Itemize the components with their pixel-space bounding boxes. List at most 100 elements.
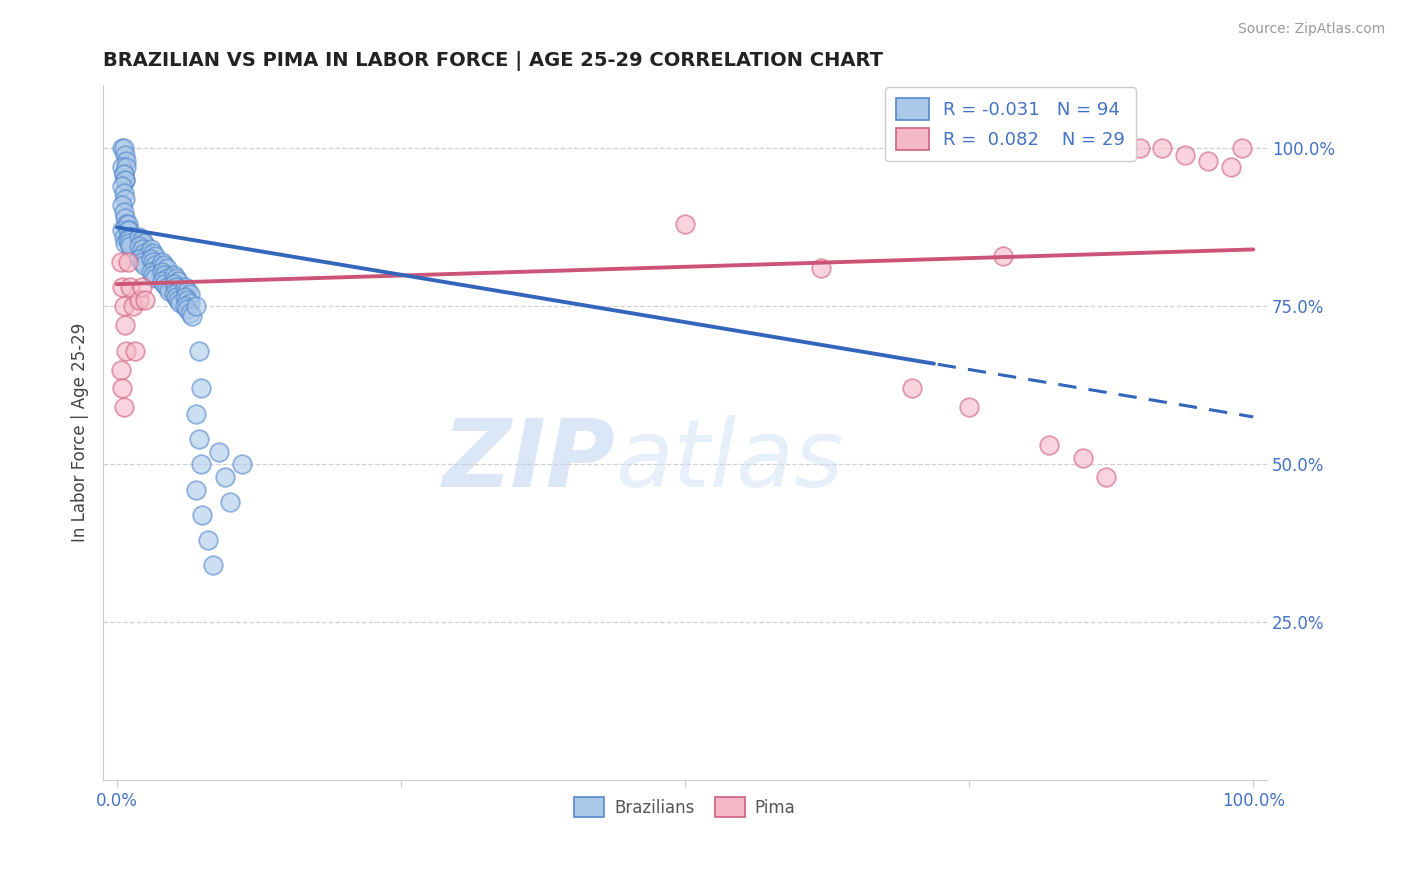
Point (202, 558, 225, 573)
Point (156, 271, 179, 285)
Point (117, 217, 139, 231)
Point (1129, 141, 1152, 155)
Point (118, 236, 141, 251)
Point (142, 268, 165, 282)
Point (112, 299, 135, 313)
Point (114, 173, 136, 187)
Point (111, 223, 134, 237)
Point (187, 432, 209, 446)
Point (1094, 470, 1116, 484)
Point (153, 277, 176, 292)
Point (186, 407, 208, 421)
Point (124, 343, 146, 358)
Point (145, 271, 167, 285)
Point (957, 401, 980, 415)
Point (1174, 147, 1197, 161)
Point (176, 284, 198, 298)
Point (179, 286, 201, 301)
Point (114, 192, 136, 206)
Point (1071, 450, 1094, 465)
Point (197, 533, 219, 548)
Point (180, 309, 202, 323)
Point (117, 233, 139, 247)
Point (112, 167, 135, 181)
Point (901, 382, 924, 396)
Point (111, 179, 134, 194)
Point (115, 217, 138, 231)
Point (132, 236, 155, 251)
Point (110, 255, 132, 269)
Point (214, 470, 236, 484)
Point (114, 173, 136, 187)
Point (162, 286, 184, 301)
Point (176, 302, 198, 317)
Point (174, 290, 197, 304)
Point (121, 299, 143, 313)
Point (176, 293, 198, 307)
Point (111, 382, 134, 396)
Point (131, 280, 153, 294)
Point (179, 305, 201, 319)
Point (174, 299, 197, 313)
Point (112, 141, 135, 155)
Point (162, 268, 184, 282)
Text: BRAZILIAN VS PIMA IN LABOR FORCE | AGE 25-29 CORRELATION CHART: BRAZILIAN VS PIMA IN LABOR FORCE | AGE 2… (103, 51, 883, 70)
Point (231, 458, 253, 472)
Point (132, 258, 155, 272)
Point (111, 280, 134, 294)
Point (111, 161, 134, 175)
Point (1038, 438, 1060, 452)
Point (145, 258, 167, 272)
Point (219, 495, 242, 509)
Point (208, 444, 231, 458)
Point (114, 147, 136, 161)
Point (191, 508, 214, 522)
Point (146, 261, 169, 276)
Point (111, 141, 134, 155)
Point (186, 299, 208, 313)
Point (114, 318, 136, 333)
Point (117, 255, 139, 269)
Point (167, 284, 190, 298)
Point (190, 382, 212, 396)
Point (174, 280, 197, 294)
Point (167, 274, 190, 288)
Point (131, 255, 153, 269)
Point (118, 223, 141, 237)
Point (135, 249, 157, 263)
Point (132, 245, 155, 260)
Point (134, 293, 156, 307)
Text: Source: ZipAtlas.com: Source: ZipAtlas.com (1237, 22, 1385, 37)
Point (156, 261, 179, 276)
Point (167, 293, 190, 307)
Point (1197, 153, 1219, 168)
Point (165, 290, 187, 304)
Point (115, 161, 138, 175)
Point (120, 239, 142, 253)
Point (115, 153, 138, 168)
Point (131, 243, 153, 257)
Point (1230, 141, 1253, 155)
Point (128, 293, 150, 307)
Point (114, 236, 136, 251)
Point (118, 229, 141, 244)
Point (112, 186, 135, 200)
Point (142, 245, 165, 260)
Point (179, 296, 201, 310)
Point (165, 280, 187, 294)
Point (157, 284, 180, 298)
Point (187, 343, 209, 358)
Point (110, 362, 132, 376)
Point (156, 280, 179, 294)
Point (128, 229, 150, 244)
Point (117, 223, 139, 237)
Point (112, 401, 135, 415)
Point (121, 229, 143, 244)
Point (150, 264, 173, 278)
Point (169, 296, 191, 310)
Point (810, 261, 832, 276)
Point (162, 277, 184, 292)
Point (112, 229, 135, 244)
Point (139, 243, 162, 257)
Point (139, 252, 162, 266)
